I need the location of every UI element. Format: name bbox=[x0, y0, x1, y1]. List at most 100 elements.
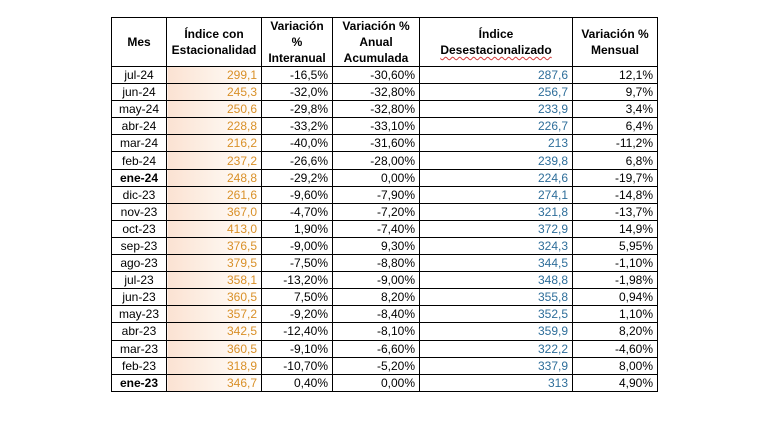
cell-variacion-interanual: -13,20% bbox=[261, 271, 333, 290]
cell-mes: jul-24 bbox=[111, 65, 167, 85]
cell-variacion-mensual: -13,7% bbox=[572, 202, 658, 221]
cell-mes: dic-23 bbox=[111, 185, 167, 204]
cell-variacion-interanual: 0,40% bbox=[261, 373, 333, 392]
cell-mes: jul-23 bbox=[111, 271, 167, 290]
cell-variacion-interanual: -9,00% bbox=[261, 236, 333, 256]
cell-mes: mar-23 bbox=[111, 339, 167, 358]
header-row: Mes Índice con Estacionalidad Variación … bbox=[111, 17, 658, 67]
cell-indice-desestacionalizado: 274,1 bbox=[419, 185, 573, 204]
cell-variacion-anual-acumulada: 9,30% bbox=[332, 236, 420, 256]
cell-indice-desestacionalizado: 287,6 bbox=[419, 65, 573, 85]
cell-variacion-mensual: -1,98% bbox=[572, 271, 658, 290]
cell-indice-estacionalidad: 245,3 bbox=[166, 83, 262, 102]
cell-variacion-anual-acumulada: -30,60% bbox=[332, 65, 420, 85]
cell-variacion-mensual: 8,20% bbox=[572, 322, 658, 341]
cell-variacion-mensual: 9,7% bbox=[572, 83, 658, 102]
cell-indice-desestacionalizado: 344,5 bbox=[419, 254, 573, 273]
cell-indice-estacionalidad: 216,2 bbox=[166, 134, 262, 153]
cell-variacion-mensual: -4,60% bbox=[572, 339, 658, 358]
cell-indice-estacionalidad: 413,0 bbox=[166, 219, 262, 238]
cell-variacion-interanual: -33,2% bbox=[261, 117, 333, 136]
table-row: jun-23 360,5 7,50% 8,20% 355,8 0,94% bbox=[111, 288, 658, 307]
cell-indice-estacionalidad: 379,5 bbox=[166, 254, 262, 273]
cell-mes: jun-23 bbox=[111, 288, 167, 307]
table-row: oct-23 413,0 1,90% -7,40% 372,9 14,9% bbox=[111, 219, 658, 238]
cell-variacion-mensual: 5,95% bbox=[572, 236, 658, 256]
cell-variacion-interanual: -12,40% bbox=[261, 322, 333, 341]
cell-indice-desestacionalizado: 313 bbox=[419, 373, 573, 392]
cell-indice-estacionalidad: 318,9 bbox=[166, 356, 262, 375]
header-variacion-mensual: Variación % Mensual bbox=[572, 17, 658, 67]
cell-indice-estacionalidad: 261,6 bbox=[166, 185, 262, 204]
cell-indice-desestacionalizado: 321,8 bbox=[419, 202, 573, 221]
table-row: dic-23 261,6 -9,60% -7,90% 274,1 -14,8% bbox=[111, 185, 658, 204]
cell-mes: mar-24 bbox=[111, 134, 167, 153]
cell-variacion-anual-acumulada: 0,00% bbox=[332, 168, 420, 187]
table-row: feb-23 318,9 -10,70% -5,20% 337,9 8,00% bbox=[111, 356, 658, 375]
cell-mes: feb-24 bbox=[111, 151, 167, 170]
table-row: nov-23 367,0 -4,70% -7,20% 321,8 -13,7% bbox=[111, 202, 658, 221]
cell-indice-desestacionalizado: 213 bbox=[419, 134, 573, 153]
cell-variacion-mensual: 4,90% bbox=[572, 373, 658, 392]
cell-variacion-anual-acumulada: -8,80% bbox=[332, 254, 420, 273]
cell-variacion-mensual: -1,10% bbox=[572, 254, 658, 273]
cell-indice-desestacionalizado: 226,7 bbox=[419, 117, 573, 136]
table-row: may-23 357,2 -9,20% -8,40% 352,5 1,10% bbox=[111, 305, 658, 324]
cell-indice-estacionalidad: 346,7 bbox=[166, 373, 262, 392]
cell-variacion-mensual: 6,4% bbox=[572, 117, 658, 136]
cell-variacion-anual-acumulada: -7,20% bbox=[332, 202, 420, 221]
cell-mes: ago-23 bbox=[111, 254, 167, 273]
cell-variacion-mensual: 3,4% bbox=[572, 100, 658, 119]
cell-mes: nov-23 bbox=[111, 202, 167, 221]
cell-indice-estacionalidad: 376,5 bbox=[166, 236, 262, 256]
cell-mes: may-24 bbox=[111, 100, 167, 119]
cell-indice-desestacionalizado: 233,9 bbox=[419, 100, 573, 119]
cell-variacion-mensual: 6,8% bbox=[572, 151, 658, 170]
cell-mes: may-23 bbox=[111, 305, 167, 324]
cell-indice-desestacionalizado: 355,8 bbox=[419, 288, 573, 307]
table-header: Mes Índice con Estacionalidad Variación … bbox=[111, 17, 658, 67]
header-variacion-interanual: Variación % Interanual bbox=[261, 17, 333, 67]
cell-indice-estacionalidad: 299,1 bbox=[166, 65, 262, 85]
cell-variacion-interanual: -9,20% bbox=[261, 305, 333, 324]
spellcheck-word: Desestacionalizado bbox=[440, 43, 552, 57]
cell-variacion-mensual: 12,1% bbox=[572, 65, 658, 85]
cell-indice-desestacionalizado: 372,9 bbox=[419, 219, 573, 238]
cell-mes: feb-23 bbox=[111, 356, 167, 375]
cell-variacion-anual-acumulada: 8,20% bbox=[332, 288, 420, 307]
cell-variacion-interanual: -29,2% bbox=[261, 168, 333, 187]
cell-variacion-anual-acumulada: -9,00% bbox=[332, 271, 420, 290]
cell-indice-desestacionalizado: 348,8 bbox=[419, 271, 573, 290]
cell-variacion-interanual: -9,60% bbox=[261, 185, 333, 204]
table-row: mar-23 360,5 -9,10% -6,60% 322,2 -4,60% bbox=[111, 339, 658, 358]
table-row: jul-23 358,1 -13,20% -9,00% 348,8 -1,98% bbox=[111, 271, 658, 290]
cell-variacion-anual-acumulada: -8,10% bbox=[332, 322, 420, 341]
table-row: abr-23 342,5 -12,40% -8,10% 359,9 8,20% bbox=[111, 322, 658, 341]
indices-table-container: Mes Índice con Estacionalidad Variación … bbox=[111, 17, 658, 392]
cell-variacion-interanual: -32,0% bbox=[261, 83, 333, 102]
table-row: feb-24 237,2 -26,6% -28,00% 239,8 6,8% bbox=[111, 151, 658, 170]
table-row: abr-24 228,8 -33,2% -33,10% 226,7 6,4% bbox=[111, 117, 658, 136]
cell-variacion-interanual: -7,50% bbox=[261, 254, 333, 273]
cell-variacion-mensual: -19,7% bbox=[572, 168, 658, 187]
table-row: ene-23 346,7 0,40% 0,00% 313 4,90% bbox=[111, 373, 658, 392]
cell-indice-desestacionalizado: 352,5 bbox=[419, 305, 573, 324]
cell-variacion-anual-acumulada: -33,10% bbox=[332, 117, 420, 136]
header-indice-estacionalidad: Índice con Estacionalidad bbox=[166, 17, 262, 67]
cell-indice-desestacionalizado: 324,3 bbox=[419, 236, 573, 256]
table-row: sep-23 376,5 -9,00% 9,30% 324,3 5,95% bbox=[111, 236, 658, 256]
table-row: jul-24 299,1 -16,5% -30,60% 287,6 12,1% bbox=[111, 65, 658, 85]
cell-variacion-interanual: -40,0% bbox=[261, 134, 333, 153]
header-mes: Mes bbox=[111, 17, 167, 67]
cell-indice-desestacionalizado: 239,8 bbox=[419, 151, 573, 170]
cell-variacion-mensual: -11,2% bbox=[572, 134, 658, 153]
cell-indice-estacionalidad: 342,5 bbox=[166, 322, 262, 341]
table-row: jun-24 245,3 -32,0% -32,80% 256,7 9,7% bbox=[111, 83, 658, 102]
table-row: ago-23 379,5 -7,50% -8,80% 344,5 -1,10% bbox=[111, 254, 658, 273]
cell-indice-estacionalidad: 248,8 bbox=[166, 168, 262, 187]
header-indice-desestacionalizado: Índice Desestacionalizado bbox=[419, 17, 573, 67]
cell-variacion-mensual: 0,94% bbox=[572, 288, 658, 307]
cell-variacion-mensual: 1,10% bbox=[572, 305, 658, 324]
cell-indice-desestacionalizado: 322,2 bbox=[419, 339, 573, 358]
cell-mes: ene-23 bbox=[111, 373, 167, 392]
